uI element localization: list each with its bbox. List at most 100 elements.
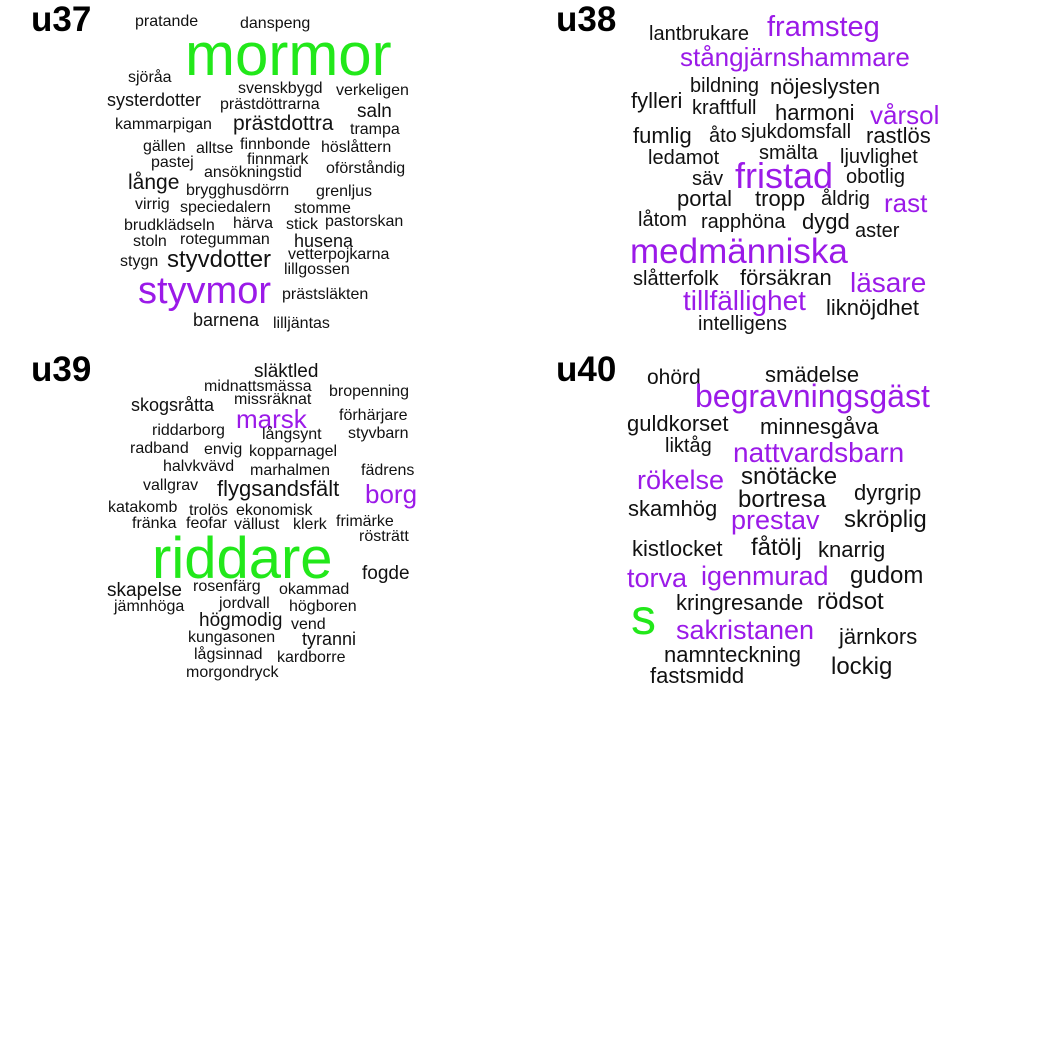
panel-title: u37 bbox=[31, 0, 92, 39]
cloud-word: lilljäntas bbox=[273, 315, 330, 332]
cloud-word: stick bbox=[286, 216, 318, 233]
cloud-word: vallgrav bbox=[143, 477, 199, 494]
panel-title: u40 bbox=[556, 350, 617, 389]
cloud-word: jordvall bbox=[219, 595, 270, 612]
cloud-word: brudklädseln bbox=[124, 217, 215, 234]
cloud-word: obotlig bbox=[846, 166, 905, 188]
cloud-word: kungasonen bbox=[188, 629, 276, 646]
cloud-word: namnteckning bbox=[664, 642, 801, 667]
cloud-word: sjukdomsfall bbox=[741, 121, 852, 143]
cloud-word: högboren bbox=[289, 598, 357, 615]
cloud-word: rotegumman bbox=[180, 231, 270, 248]
cloud-word: högmodig bbox=[199, 610, 283, 631]
cloud-word: framsteg bbox=[767, 11, 880, 43]
cloud-word: ekonomisk bbox=[236, 502, 313, 519]
cloud-word: vårsol bbox=[870, 100, 940, 130]
cloud-word: s bbox=[631, 589, 656, 645]
cloud-word: styvmor bbox=[138, 270, 271, 312]
cloud-word: slåtterfolk bbox=[633, 268, 719, 290]
cloud-word: borg bbox=[365, 479, 418, 509]
wordcloud-panel-u40: u40 ohörd smädelse begravningsgäst guldkors… bbox=[525, 350, 1050, 700]
cloud-word: nattvardsbarn bbox=[733, 437, 905, 468]
cloud-word: stoln bbox=[133, 233, 167, 250]
cloud-word: husena bbox=[294, 231, 354, 251]
cloud-word: finnbonde bbox=[240, 136, 311, 153]
cloud-word: morgondryck bbox=[186, 664, 279, 681]
cloud-word: stomme bbox=[294, 200, 351, 217]
cloud-word: smädelse bbox=[765, 362, 860, 387]
cloud-word: rastlös bbox=[866, 123, 931, 148]
cloud-word: järnkors bbox=[839, 624, 918, 649]
cloud-word: begravningsgäst bbox=[695, 378, 930, 414]
cloud-word: tillfällighet bbox=[683, 285, 806, 316]
cloud-word: lillgossen bbox=[284, 261, 350, 278]
cloud-word: sakristanen bbox=[676, 615, 815, 645]
cloud-word: säv bbox=[692, 168, 724, 190]
cloud-word: okammad bbox=[279, 581, 350, 598]
cloud-word: speciedalern bbox=[180, 199, 271, 216]
cloud-word: radband bbox=[130, 440, 189, 457]
cloud-word: stångjärnshammare bbox=[680, 42, 910, 72]
cloud-word: grenljus bbox=[316, 183, 373, 200]
cloud-word: snötäcke bbox=[741, 463, 838, 490]
cloud-word: kopparnagel bbox=[249, 443, 338, 460]
cloud-word: marhalmen bbox=[250, 462, 331, 479]
cloud-word: kammarpigan bbox=[115, 116, 212, 133]
cloud-word: rast bbox=[884, 188, 928, 218]
cloud-word: skogsråtta bbox=[131, 395, 215, 415]
cloud-word: systerdotter bbox=[107, 90, 202, 110]
cloud-word: långe bbox=[128, 171, 180, 194]
cloud-word: åto bbox=[709, 125, 737, 147]
cloud-word: vend bbox=[291, 616, 326, 633]
cloud-word: rödsot bbox=[817, 588, 884, 615]
cloud-word: barnena bbox=[193, 310, 260, 330]
cloud-word: finnmark bbox=[247, 151, 309, 168]
cloud-word: verkeligen bbox=[336, 82, 409, 99]
cloud-word: kraftfull bbox=[692, 97, 757, 119]
cloud-word: ohörd bbox=[647, 366, 701, 389]
cloud-word: härva bbox=[233, 215, 274, 232]
cloud-word: lockig bbox=[831, 653, 893, 680]
cloud-word: försäkran bbox=[740, 265, 832, 290]
cloud-word: stygn bbox=[120, 253, 159, 270]
cloud-word: styvdotter bbox=[167, 246, 272, 273]
cloud-word: frimärke bbox=[336, 513, 394, 530]
cloud-word: sjöråa bbox=[128, 69, 172, 86]
wordcloud-panel-u39: u39 släktled midnattsmässa bropenning skogs… bbox=[0, 350, 525, 700]
cloud-word: släktled bbox=[254, 361, 319, 382]
cloud-word: jämnhöga bbox=[114, 598, 185, 615]
cloud-word: vetterpojkarna bbox=[288, 246, 390, 263]
cloud-word: kardborre bbox=[277, 649, 346, 666]
cloud-word: saln bbox=[357, 101, 392, 122]
cloud-word: trolös bbox=[189, 502, 229, 519]
panel-title: u38 bbox=[556, 0, 617, 39]
cloud-word: låtom bbox=[638, 209, 687, 231]
cloud-word: bropenning bbox=[329, 383, 410, 400]
cloud-word: lantbrukare bbox=[649, 23, 750, 45]
cloud-word: virrig bbox=[135, 196, 170, 213]
cloud-word: dygd bbox=[802, 209, 850, 234]
cloud-word: liknöjdhet bbox=[826, 295, 919, 320]
cloud-word: guldkorset bbox=[627, 411, 729, 436]
cloud-word: dyrgrip bbox=[854, 480, 922, 505]
wordcloud-panel-u37: u37 pratande danspeng mormor sjöråa svenskby… bbox=[0, 0, 525, 350]
cloud-word: feofar bbox=[186, 515, 227, 532]
cloud-word: tyranni bbox=[302, 629, 357, 649]
cloud-word: pastorskan bbox=[325, 213, 404, 230]
cloud-word: smälta bbox=[759, 142, 818, 164]
cloud-word: ljuvlighet bbox=[840, 146, 918, 168]
cloud-word: lågsinnad bbox=[194, 646, 263, 663]
cloud-word: fränka bbox=[132, 515, 177, 532]
cloud-word: fumlig bbox=[633, 123, 692, 148]
cloud-word: halvkvävd bbox=[163, 458, 235, 475]
cloud-word: ansökningstid bbox=[204, 164, 302, 181]
cloud-word: kringresande bbox=[676, 590, 804, 615]
cloud-word: höslåttern bbox=[321, 139, 392, 156]
cloud-word: liktåg bbox=[665, 435, 712, 457]
cloud-word: katakomb bbox=[108, 499, 178, 516]
cloud-word: fristad bbox=[735, 155, 834, 196]
cloud-word: prästdottra bbox=[233, 112, 334, 135]
cloud-word: prästsläkten bbox=[282, 286, 369, 303]
cloud-word: fåtölj bbox=[751, 534, 802, 561]
cloud-word: riddare bbox=[152, 526, 333, 591]
